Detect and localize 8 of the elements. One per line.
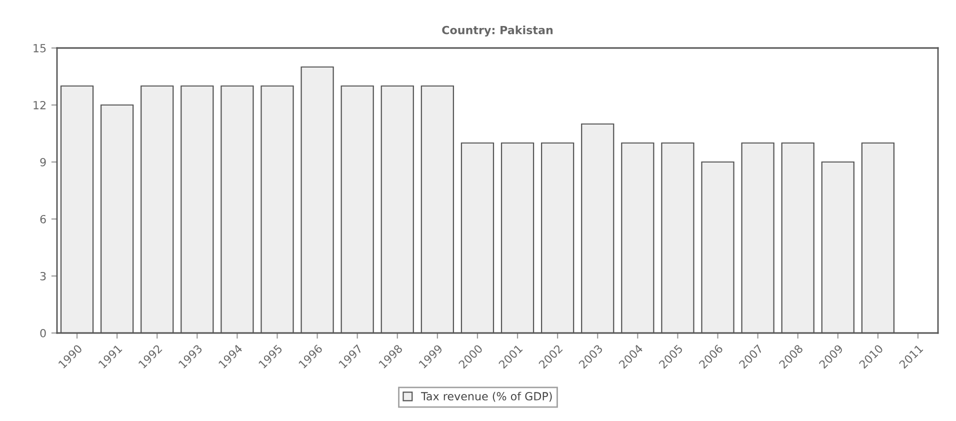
y-tick-label: 15 bbox=[34, 44, 46, 52]
y-tick-label: 3 bbox=[40, 272, 46, 280]
y-tick-label: 0 bbox=[40, 328, 46, 338]
y-tick-label: 6 bbox=[40, 214, 46, 224]
y-tick-label: 9 bbox=[40, 158, 46, 166]
legend-label: Tax revenue (% of GDP) bbox=[420, 392, 552, 402]
y-tick-label: 12 bbox=[34, 100, 46, 110]
chart-title: Country: Pakistan bbox=[442, 26, 553, 37]
